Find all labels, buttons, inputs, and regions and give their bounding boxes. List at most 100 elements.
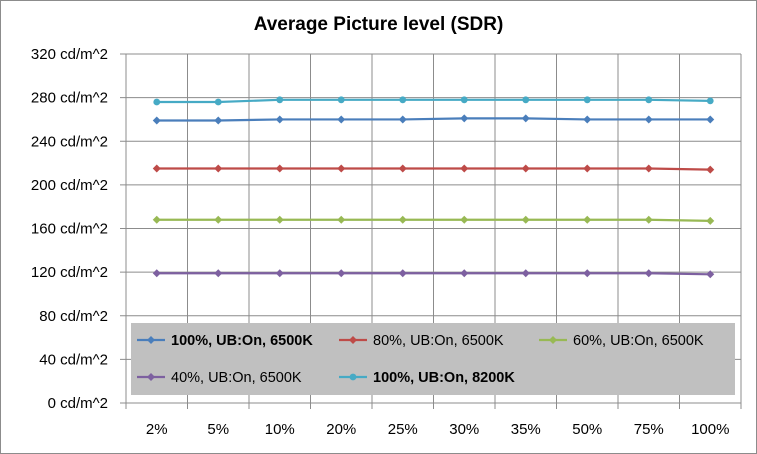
- data-point: [275, 215, 284, 224]
- legend-label: 100%, UB:On, 8200K: [373, 370, 515, 386]
- legend-marker: [147, 373, 155, 381]
- data-point: [644, 269, 653, 278]
- series-lines: [152, 96, 715, 279]
- data-point: [583, 164, 592, 173]
- data-point: [644, 215, 653, 224]
- legend-label: 40%, UB:On, 6500K: [171, 370, 302, 386]
- legend-item: 60%, UB:On, 6500K: [539, 333, 704, 349]
- data-point: [276, 96, 284, 104]
- data-point: [706, 115, 715, 124]
- legend-item: 100%, UB:On, 8200K: [339, 370, 515, 386]
- data-point: [153, 98, 161, 106]
- data-point: [521, 269, 530, 278]
- data-point: [214, 98, 222, 106]
- data-point: [214, 116, 223, 125]
- data-point: [398, 115, 407, 124]
- data-point: [644, 115, 653, 124]
- data-point: [398, 269, 407, 278]
- legend-item: 40%, UB:On, 6500K: [137, 370, 302, 386]
- x-tick-label: 25%: [388, 421, 418, 438]
- series-100-ub-on-6500k: [152, 114, 715, 125]
- data-point: [460, 114, 469, 123]
- data-point: [214, 215, 223, 224]
- data-point: [152, 116, 161, 125]
- data-point: [583, 215, 592, 224]
- series-60-ub-on-6500k: [152, 215, 715, 225]
- data-point: [460, 164, 469, 173]
- x-tick-label: 50%: [572, 421, 602, 438]
- legend-item: 80%, UB:On, 6500K: [339, 333, 504, 349]
- data-point: [522, 96, 530, 104]
- data-point: [460, 96, 468, 104]
- data-point: [706, 165, 715, 174]
- x-tick-label: 75%: [634, 421, 664, 438]
- data-point: [521, 114, 530, 123]
- data-point: [644, 164, 653, 173]
- data-point: [645, 96, 653, 104]
- data-point: [337, 215, 346, 224]
- legend-label: 60%, UB:On, 6500K: [573, 333, 704, 349]
- data-point: [275, 164, 284, 173]
- data-point: [275, 269, 284, 278]
- legend-marker: [549, 336, 557, 344]
- data-point: [152, 269, 161, 278]
- data-point: [152, 215, 161, 224]
- data-point: [583, 269, 592, 278]
- x-tick-label: 2%: [146, 421, 168, 438]
- series-100-ub-on-8200k: [153, 96, 714, 106]
- x-tick-label: 35%: [511, 421, 541, 438]
- y-tick-label: 40 cd/m^2: [39, 351, 108, 368]
- data-point: [706, 270, 715, 279]
- legend-box: [131, 323, 735, 395]
- data-point: [399, 96, 407, 104]
- series-line: [156, 167, 711, 171]
- data-point: [706, 97, 714, 105]
- legend: 100%, UB:On, 6500K 80%, UB:On, 6500K 60%, …: [131, 323, 735, 395]
- data-point: [398, 164, 407, 173]
- data-point: [583, 115, 592, 124]
- data-point: [214, 164, 223, 173]
- legend-marker: [147, 336, 155, 344]
- legend-item: 100%, UB:On, 6500K: [137, 333, 313, 349]
- series-line: [156, 98, 711, 104]
- y-axis-ticks: 0 cd/m^2 40 cd/m^2 80 cd/m^2 120 cd/m^2 160 …: [31, 46, 108, 412]
- series-line: [156, 218, 711, 222]
- x-tick-label: 10%: [265, 421, 295, 438]
- series-80-ub-on-6500k: [152, 164, 715, 174]
- legend-marker: [349, 336, 357, 344]
- data-point: [337, 96, 345, 104]
- x-tick-label: 20%: [326, 421, 356, 438]
- data-point: [460, 269, 469, 278]
- y-tick-label: 0 cd/m^2: [48, 395, 108, 412]
- data-point: [152, 164, 161, 173]
- y-tick-label: 120 cd/m^2: [31, 264, 108, 281]
- series-line: [156, 272, 711, 276]
- y-tick-label: 160 cd/m^2: [31, 221, 108, 238]
- legend-label: 80%, UB:On, 6500K: [373, 333, 504, 349]
- legend-label: 100%, UB:On, 6500K: [171, 333, 313, 349]
- data-point: [214, 269, 223, 278]
- y-tick-label: 200 cd/m^2: [31, 177, 108, 194]
- chart-title: Average Picture level (SDR): [253, 14, 504, 35]
- data-point: [337, 164, 346, 173]
- y-tick-label: 80 cd/m^2: [39, 308, 108, 325]
- y-tick-label: 320 cd/m^2: [31, 46, 108, 63]
- data-point: [521, 215, 530, 224]
- data-point: [460, 215, 469, 224]
- data-point: [337, 115, 346, 124]
- x-tick-label: 100%: [691, 421, 729, 438]
- legend-marker: [349, 373, 357, 381]
- x-tick-label: 30%: [449, 421, 479, 438]
- y-tick-label: 280 cd/m^2: [31, 90, 108, 107]
- series-line: [156, 117, 711, 122]
- data-point: [337, 269, 346, 278]
- series-40-ub-on-6500k: [152, 269, 715, 279]
- data-point: [706, 216, 715, 225]
- x-axis-ticks: 2% 5% 10% 20% 25% 30% 35% 50% 75% 100%: [146, 421, 730, 438]
- y-tick-label: 240 cd/m^2: [31, 133, 108, 150]
- data-point: [583, 96, 591, 104]
- data-point: [275, 115, 284, 124]
- x-tick-label: 5%: [207, 421, 229, 438]
- data-point: [398, 215, 407, 224]
